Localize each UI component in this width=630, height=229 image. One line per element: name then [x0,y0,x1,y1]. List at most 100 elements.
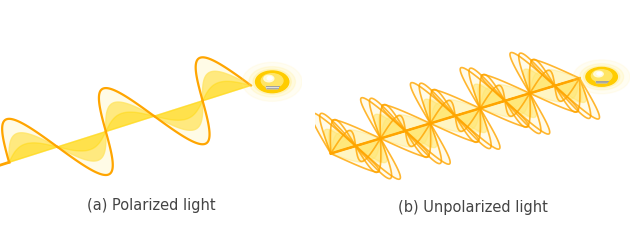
Polygon shape [348,139,381,149]
Text: (b) Unpolarized light: (b) Unpolarized light [398,199,547,214]
Polygon shape [355,139,381,173]
Polygon shape [406,124,437,148]
Polygon shape [332,120,381,146]
Polygon shape [331,146,357,154]
Polygon shape [531,60,580,86]
Polygon shape [595,80,609,84]
Polygon shape [406,124,430,144]
Polygon shape [547,79,580,89]
Circle shape [264,76,274,82]
Polygon shape [331,144,364,154]
Polygon shape [530,86,556,94]
Polygon shape [447,100,480,116]
Polygon shape [430,109,455,124]
Polygon shape [57,132,106,161]
Polygon shape [555,79,580,102]
Polygon shape [530,84,563,94]
Polygon shape [455,109,480,132]
Circle shape [267,77,272,81]
Polygon shape [331,146,364,162]
Circle shape [256,72,289,93]
Polygon shape [355,139,381,153]
Polygon shape [430,90,455,124]
Polygon shape [455,109,483,133]
Polygon shape [455,109,481,143]
Circle shape [580,64,624,91]
Polygon shape [423,100,455,124]
Polygon shape [496,85,530,101]
Polygon shape [480,88,505,109]
Polygon shape [328,130,355,154]
Polygon shape [505,94,532,118]
Polygon shape [381,131,414,147]
Polygon shape [355,139,383,163]
Polygon shape [428,100,455,124]
Polygon shape [455,109,500,150]
Polygon shape [505,94,550,134]
Polygon shape [530,86,578,112]
Polygon shape [505,94,530,128]
Polygon shape [355,139,392,179]
Polygon shape [527,70,555,94]
Polygon shape [406,124,431,158]
Circle shape [573,61,630,94]
Ellipse shape [264,90,280,91]
Polygon shape [106,103,154,132]
Polygon shape [505,94,530,108]
Polygon shape [355,139,381,159]
Polygon shape [374,115,406,139]
Circle shape [261,74,283,88]
Polygon shape [523,70,555,94]
Polygon shape [555,79,587,103]
Polygon shape [398,124,430,134]
Polygon shape [382,105,430,131]
Polygon shape [555,79,591,119]
Polygon shape [106,113,154,132]
Polygon shape [57,132,106,151]
Circle shape [249,67,295,98]
Polygon shape [9,143,57,163]
Polygon shape [530,74,555,94]
Polygon shape [479,75,505,109]
Polygon shape [504,94,530,102]
Polygon shape [355,139,387,163]
Polygon shape [381,131,429,157]
Polygon shape [480,99,513,109]
Polygon shape [518,54,555,94]
Polygon shape [473,85,505,109]
Polygon shape [455,109,487,133]
Polygon shape [410,83,455,124]
Polygon shape [430,101,455,124]
Polygon shape [406,124,433,148]
Polygon shape [330,120,355,154]
Polygon shape [202,72,251,101]
Polygon shape [480,101,529,127]
Polygon shape [478,85,505,109]
Polygon shape [530,71,555,94]
Ellipse shape [594,84,610,85]
Polygon shape [460,68,505,109]
Circle shape [597,73,602,76]
Polygon shape [430,116,464,133]
Text: (a) Polarized light: (a) Polarized light [87,197,215,212]
Polygon shape [455,109,480,129]
Polygon shape [480,94,505,109]
Polygon shape [530,79,555,94]
Polygon shape [406,124,430,138]
Polygon shape [555,79,580,93]
Polygon shape [505,94,537,118]
Polygon shape [406,124,450,164]
Polygon shape [554,79,580,87]
Polygon shape [510,53,555,94]
Polygon shape [331,139,355,154]
Polygon shape [381,129,413,139]
Polygon shape [530,86,563,103]
Polygon shape [196,58,251,101]
Polygon shape [324,130,355,154]
Polygon shape [378,115,406,139]
Polygon shape [57,132,113,175]
Polygon shape [480,86,505,109]
Polygon shape [454,109,480,117]
Polygon shape [430,116,479,142]
Polygon shape [455,109,480,123]
